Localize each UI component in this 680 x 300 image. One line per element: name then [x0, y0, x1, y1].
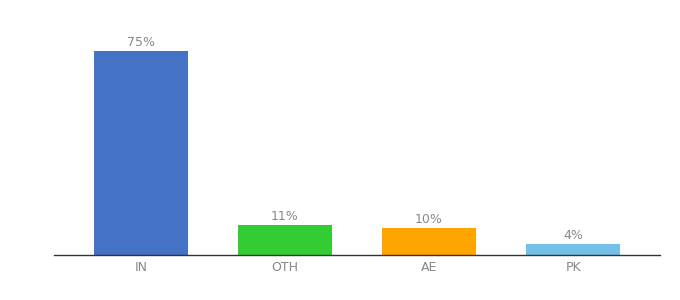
Text: 75%: 75% [127, 36, 155, 49]
Text: 4%: 4% [563, 229, 583, 242]
Bar [526, 244, 620, 255]
Text: 11%: 11% [271, 210, 299, 223]
Bar [238, 225, 332, 255]
Text: 10%: 10% [415, 213, 443, 226]
Bar [382, 228, 476, 255]
Bar [94, 51, 188, 255]
